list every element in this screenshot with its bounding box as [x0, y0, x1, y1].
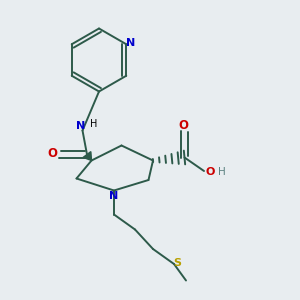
Text: N: N [76, 121, 85, 131]
Polygon shape [83, 152, 92, 160]
Text: O: O [178, 118, 188, 132]
Text: N: N [127, 38, 136, 48]
Text: O: O [47, 147, 57, 161]
Text: H: H [218, 167, 226, 177]
Text: H: H [90, 119, 98, 129]
Text: N: N [110, 191, 118, 201]
Text: O: O [206, 167, 215, 177]
Text: S: S [173, 258, 181, 268]
